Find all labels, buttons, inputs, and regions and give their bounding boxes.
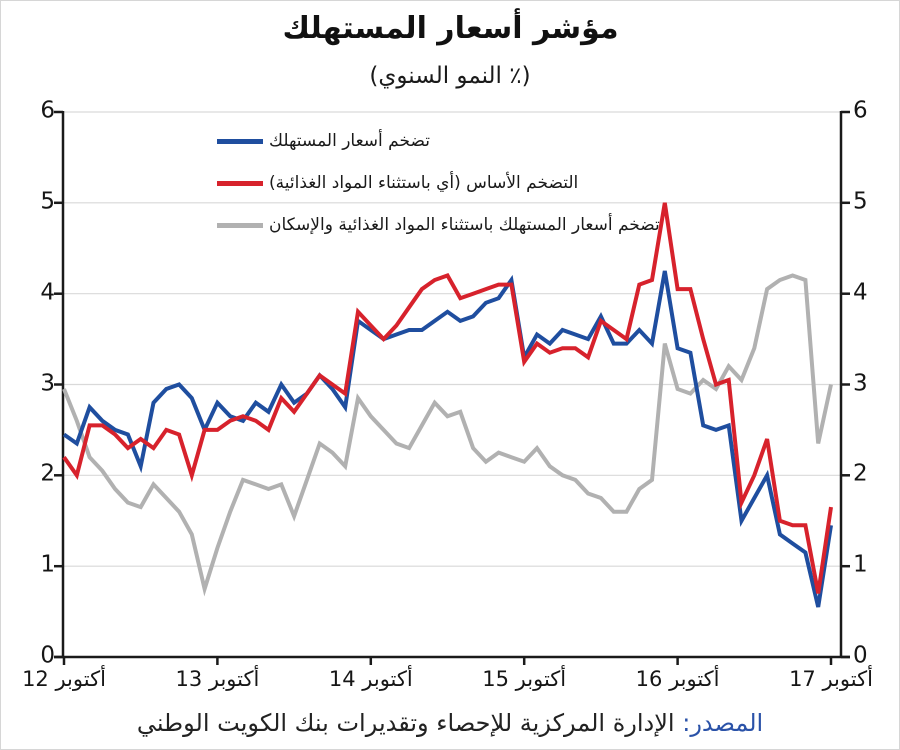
source-label: المصدر:	[682, 709, 764, 737]
y-axis-label-left-4: 4	[40, 279, 55, 306]
title-bar: مؤشر أسعار المستهلك	[7, 4, 894, 53]
source-note: المصدر: الإدارة المركزية للإحصاء وتقديرا…	[1, 709, 899, 737]
y-axis-label-right-3: 3	[853, 370, 868, 397]
series-line-0	[62, 270, 833, 608]
legend-label-0: تضخم أسعار المستهلك	[269, 130, 430, 151]
y-axis-label-left-6: 6	[40, 97, 55, 124]
legend-item-ex-food-housing: تضخم أسعار المستهلك باستثناء المواد الغذ…	[217, 204, 660, 246]
data-series	[62, 202, 833, 608]
y-axis-label-left-3: 3	[40, 370, 55, 397]
x-axis-label-5: أكتوبر 17	[789, 667, 873, 691]
y-axis-label-left-2: 2	[40, 460, 55, 487]
legend-item-core: التضخم الأساس (أي باستثناء المواد الغذائ…	[217, 162, 660, 204]
page-title: مؤشر أسعار المستهلك	[282, 10, 619, 46]
chart-subtitle: (٪ النمو السنوي)	[369, 63, 531, 89]
chart-legend: تضخم أسعار المستهلك التضخم الأساس (أي باس…	[217, 120, 660, 246]
legend-swatch-0	[217, 138, 263, 144]
x-axis-label-2: أكتوبر 14	[328, 667, 413, 691]
y-axis-label-left-1: 1	[40, 551, 55, 578]
y-axis-label-right-2: 2	[853, 460, 868, 487]
y-axis-label-right-5: 5	[853, 188, 868, 215]
y-axis-label-right-1: 1	[853, 551, 868, 578]
y-axis-label-right-6: 6	[853, 97, 868, 124]
x-axis-label-0: أكتوبر 12	[22, 667, 106, 691]
legend-label-1: التضخم الأساس (أي باستثناء المواد الغذائ…	[269, 172, 579, 193]
series-line-2	[62, 273, 833, 597]
y-axis-label-right-4: 4	[853, 279, 868, 306]
source-text: الإدارة المركزية للإحصاء وتقديرات بنك ال…	[136, 709, 683, 737]
series-line-1	[62, 202, 833, 594]
x-axis-label-4: أكتوبر 16	[635, 667, 720, 691]
y-axis-label-left-0: 0	[40, 642, 55, 669]
y-axis-label-right-0: 0	[853, 642, 868, 669]
x-axis-label-1: أكتوبر 13	[175, 667, 260, 691]
y-axis-label-left-5: 5	[40, 188, 55, 215]
legend-item-cpi: تضخم أسعار المستهلك	[217, 120, 660, 162]
legend-swatch-2	[217, 222, 263, 228]
x-axis-label-3: أكتوبر 15	[482, 667, 567, 691]
legend-swatch-1	[217, 180, 263, 186]
legend-label-2: تضخم أسعار المستهلك باستثناء المواد الغذ…	[269, 214, 660, 235]
